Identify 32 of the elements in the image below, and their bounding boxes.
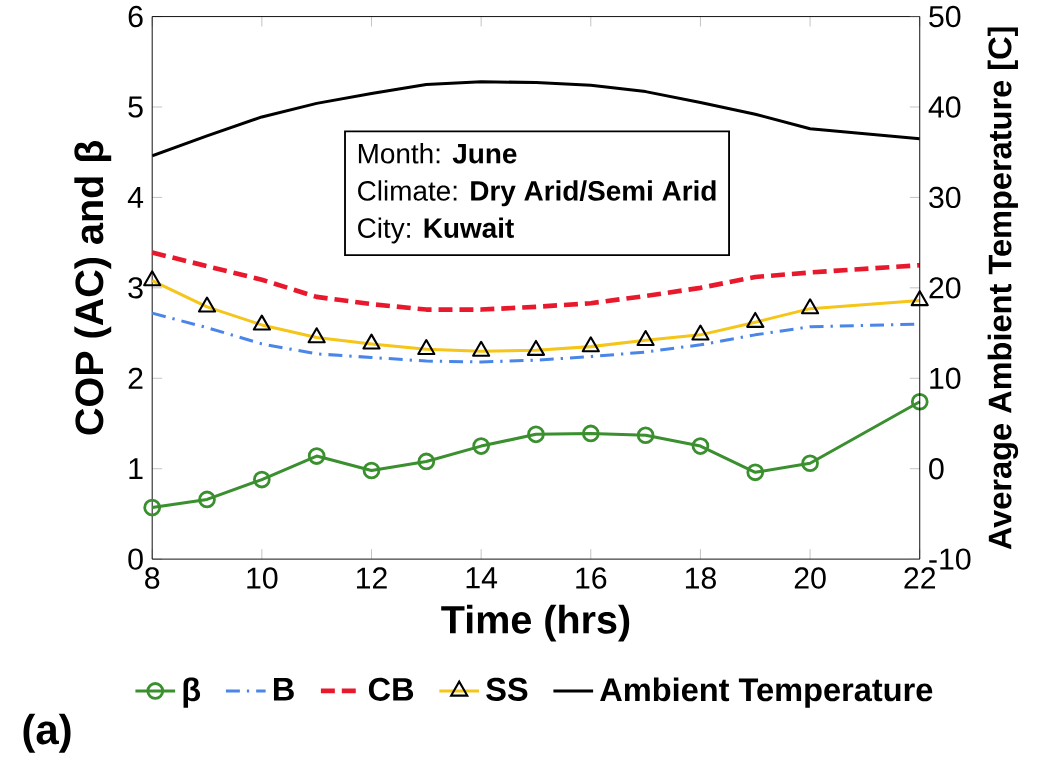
x-tick-label: 8 bbox=[145, 567, 160, 589]
legend-label: B bbox=[273, 678, 294, 701]
y2-tick-label: 50 bbox=[929, 5, 961, 28]
legend-label: β bbox=[183, 677, 201, 708]
y-tick-label: 4 bbox=[127, 187, 144, 208]
y2-tick-label: 20 bbox=[929, 277, 961, 299]
text: (a) bbox=[23, 713, 71, 753]
legend-label: Ambient Temperature bbox=[600, 677, 933, 708]
y-tick-label: 1 bbox=[129, 458, 143, 480]
y2-tick-label: 40 bbox=[928, 96, 961, 118]
y-tick-label: 0 bbox=[128, 548, 143, 570]
x-tick-label: 12 bbox=[356, 567, 387, 589]
y-tick-label: 3 bbox=[128, 277, 143, 299]
y-tick-label: 5 bbox=[128, 96, 143, 118]
x-tick-label: 18 bbox=[685, 567, 716, 589]
y2-axis-title: Average Ambient Temperature [C] bbox=[987, 27, 1019, 550]
y-axis-title: COP (AC) and β bbox=[74, 141, 112, 435]
y-tick-label: 2 bbox=[128, 367, 143, 389]
x-tick-label: 14 bbox=[466, 567, 498, 589]
x-tick-label: 10 bbox=[247, 567, 278, 589]
annotation: Month: June bbox=[358, 143, 517, 164]
annotation: City: Kuwait bbox=[358, 217, 514, 244]
y2-tick-label: 10 bbox=[930, 367, 961, 390]
annotation: Climate: Dry Arid/Semi Arid bbox=[358, 180, 716, 207]
y2-tick-label: 0 bbox=[929, 458, 944, 480]
x-tick-label: 20 bbox=[794, 567, 826, 589]
x-axis-title: Time (hrs) bbox=[441, 604, 630, 642]
legend-label: SS bbox=[486, 677, 528, 701]
y2-tick-label: 30 bbox=[929, 186, 961, 209]
y-tick-label: 6 bbox=[128, 5, 143, 28]
legend-label: CB bbox=[368, 677, 414, 701]
x-tick-label: 16 bbox=[576, 567, 607, 589]
